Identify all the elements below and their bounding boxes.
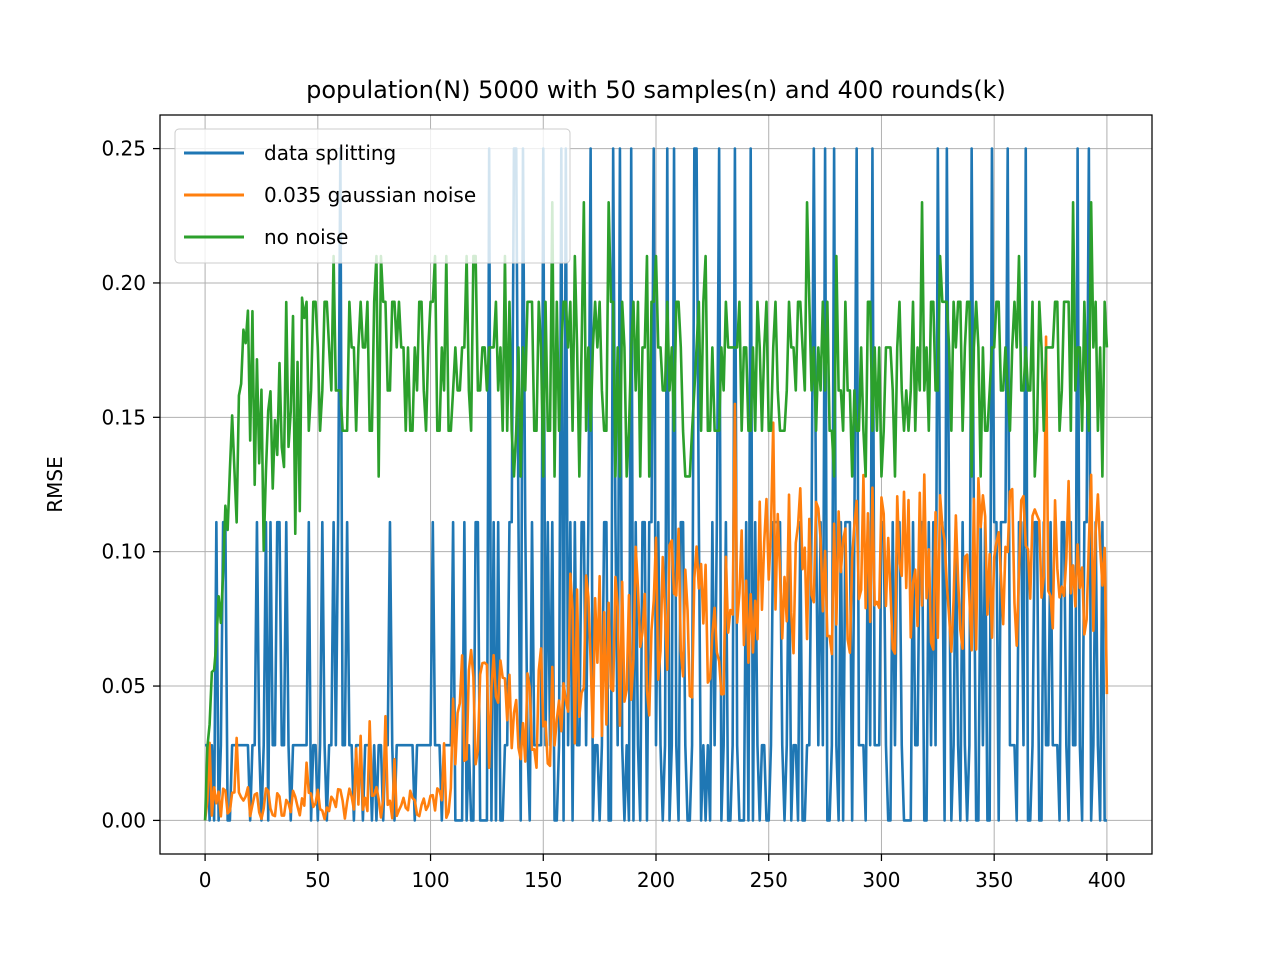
- x-tick-label: 250: [750, 868, 788, 892]
- y-tick-label: 0.15: [101, 405, 146, 429]
- series-line-3: [203, 201, 1109, 821]
- y-tick-label: 0.20: [101, 271, 146, 295]
- x-tick-label: 200: [637, 868, 675, 892]
- y-tick-label: 0.05: [101, 674, 146, 698]
- x-tick-label: 50: [305, 868, 330, 892]
- ticks: 0 50 100 150 200 250 300 350 400 0.00 0.05 0.10 0.15…: [101, 137, 1126, 892]
- y-axis-label: RMSE: [43, 456, 67, 512]
- x-tick-label: 150: [524, 868, 562, 892]
- chart-title: population(N) 5000 with 50 samples(n) an…: [306, 76, 1006, 104]
- legend-label: no noise: [264, 225, 348, 249]
- x-tick-label: 100: [411, 868, 449, 892]
- x-tick-label: 400: [1088, 868, 1126, 892]
- y-tick-label: 0.00: [101, 808, 146, 832]
- legend-box: [174, 128, 571, 264]
- x-tick-label: 300: [862, 868, 900, 892]
- series-line-2: [203, 335, 1109, 821]
- y-tick-label: 0.25: [101, 137, 146, 161]
- legend: data splitting 0.035 gaussian noise no noi…: [174, 128, 571, 264]
- legend-label: 0.035 gaussian noise: [264, 183, 476, 207]
- legend-label: data splitting: [264, 141, 396, 165]
- y-tick-label: 0.10: [101, 540, 146, 564]
- x-tick-label: 0: [199, 868, 212, 892]
- x-tick-label: 350: [975, 868, 1013, 892]
- series-layer: [203, 147, 1109, 822]
